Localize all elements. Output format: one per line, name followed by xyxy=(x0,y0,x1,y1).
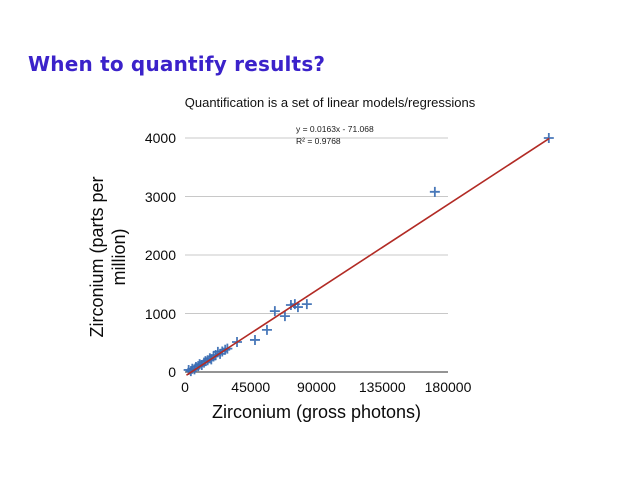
y-tick-label: 4000 xyxy=(144,130,176,146)
data-point-marker xyxy=(249,334,260,345)
y-tick-label: 2000 xyxy=(144,247,176,263)
data-point-marker xyxy=(429,186,440,197)
data-point-marker xyxy=(208,351,219,362)
x-tick-label: 90000 xyxy=(297,379,336,395)
trendline-annotation: y = 0.0163x - 71.068 R² = 0.9768 xyxy=(296,124,374,147)
slide-title: When to quantify results? xyxy=(28,52,326,76)
data-point-marker xyxy=(269,306,280,317)
chart-title: Quantification is a set of linear models… xyxy=(184,95,476,110)
x-axis-title: Zirconium (gross photons) xyxy=(211,402,422,422)
data-point-marker xyxy=(279,311,290,322)
x-tick-label: 45000 xyxy=(231,379,271,395)
x-tick-label: 135000 xyxy=(358,379,406,395)
data-point-marker xyxy=(292,302,303,313)
x-tick-label: 0 xyxy=(181,379,189,395)
trendline-equation: y = 0.0163x - 71.068 xyxy=(296,124,374,134)
r-squared-value: R² = 0.9768 xyxy=(296,135,341,146)
y-tick-label: 0 xyxy=(168,364,176,380)
data-point-marker xyxy=(301,299,312,310)
y-tick-label: 3000 xyxy=(144,188,176,205)
x-tick-label: 180000 xyxy=(424,379,472,395)
y-tick-label: 1000 xyxy=(144,305,176,322)
trendline xyxy=(186,137,550,376)
data-point-marker xyxy=(261,324,272,335)
